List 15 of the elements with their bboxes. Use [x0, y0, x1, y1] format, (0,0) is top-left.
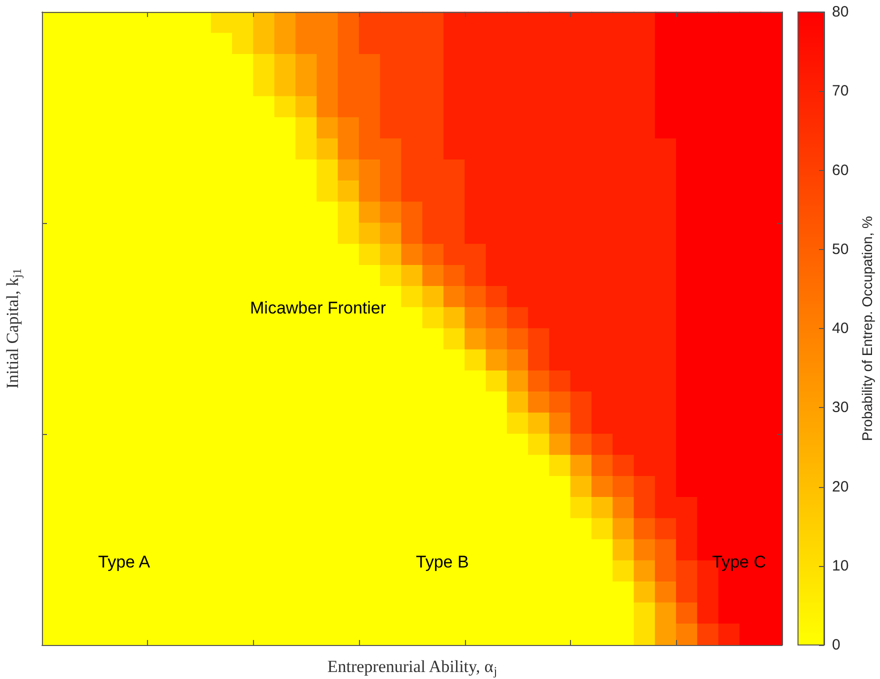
annotation: Type A [98, 552, 151, 572]
color-bar-label: 20 [832, 478, 849, 496]
annotation: Micawber Frontier [250, 298, 386, 318]
color-bar-label: 0 [832, 636, 840, 654]
annotation: Type C [712, 552, 766, 572]
color-bar-label: 40 [832, 320, 849, 337]
annotation: Type B [416, 552, 469, 572]
color-bar-label: 60 [832, 162, 849, 179]
color-bar-label: 30 [832, 399, 849, 416]
color-bar-label: 50 [832, 240, 849, 258]
color-bar-label: 10 [832, 557, 849, 574]
color-bar-label: 80 [832, 4, 849, 20]
color-bar-title: Probability of Entrep. Occupation, % [859, 216, 875, 441]
color-bar-label: 70 [832, 82, 849, 100]
y-axis-title: Initial Capital, kj1 [3, 268, 24, 389]
